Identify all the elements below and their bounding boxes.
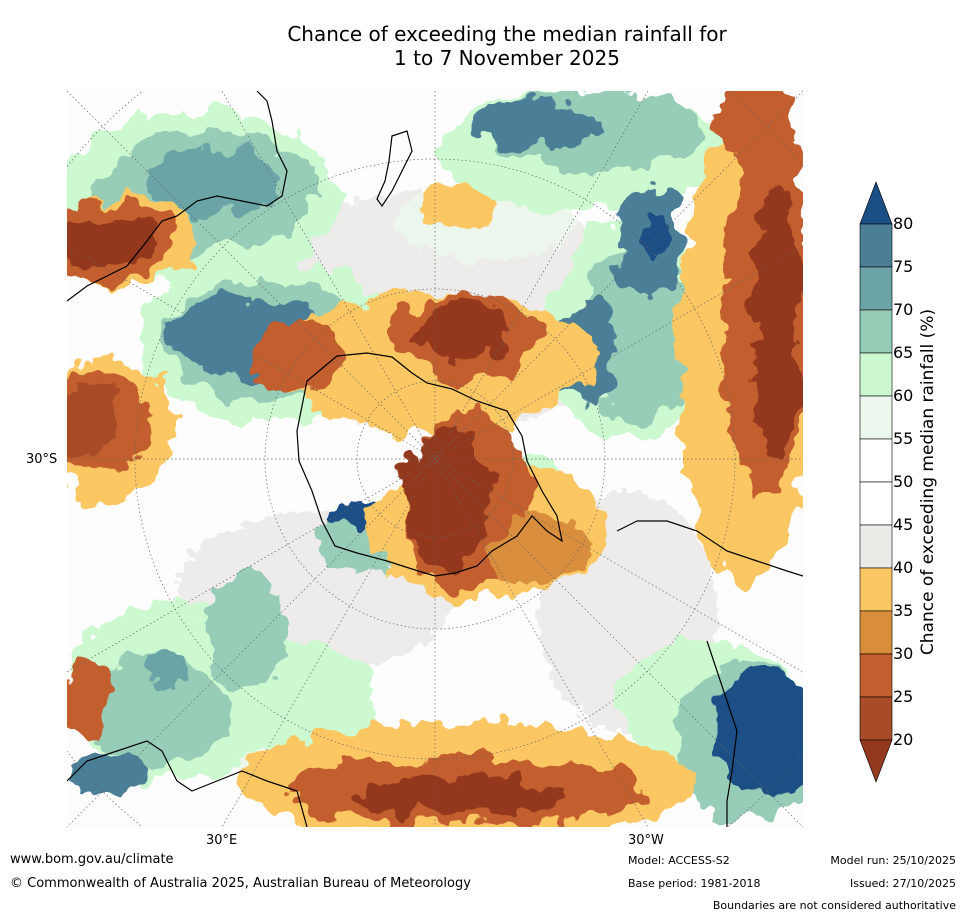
- south-america-coastline: [616, 520, 803, 577]
- colorbar-tick-label: 55: [893, 429, 914, 448]
- title-line-2: 1 to 7 November 2025: [394, 46, 620, 70]
- map-title: Chance of exceeding the median rainfall …: [0, 22, 965, 70]
- australia-coastline: [67, 91, 288, 302]
- colorbar-title: Chance of exceeding median rainfall (%): [918, 308, 938, 656]
- colorbar-tick-label: 65: [893, 343, 914, 362]
- colorbar-tick-label: 75: [893, 257, 914, 276]
- lon-label-30w: 30°W: [628, 833, 664, 848]
- colorbar-band-55-60: [859, 395, 893, 440]
- colorbar: [859, 181, 893, 783]
- new-zealand-coastline: [376, 130, 413, 208]
- map-canvas: [67, 91, 803, 827]
- colorbar-band-50-55: [859, 438, 893, 483]
- lat-label-30s: 30°S: [26, 452, 58, 467]
- website-link[interactable]: www.bom.gov.au/climate: [10, 852, 174, 867]
- colorbar-band-60-65: [859, 352, 893, 397]
- colorbar-band-35-40: [859, 567, 893, 612]
- colorbar-band-20-25: [859, 696, 893, 741]
- colorbar-band-70-75: [859, 266, 893, 311]
- colorbar-tick-label: 35: [893, 601, 914, 620]
- colorbar-extend-low: [859, 739, 893, 783]
- model-run-date: Model run: 25/10/2025: [830, 854, 956, 867]
- base-period: Base period: 1981-2018: [628, 877, 761, 890]
- colorbar-tick-label: 30: [893, 644, 914, 663]
- colorbar-band-65-70: [859, 309, 893, 354]
- colorbar-tick-label: 25: [893, 687, 914, 706]
- lon-label-30e: 30°E: [206, 833, 238, 848]
- colorbar-extend-high: [859, 181, 893, 225]
- south-america-east-coastline: [706, 640, 738, 827]
- rainfall-probability-map[interactable]: [67, 91, 803, 827]
- colorbar-tick-label: 70: [893, 300, 914, 319]
- issued-date: Issued: 27/10/2025: [849, 877, 956, 890]
- colorbar-tick-label: 40: [893, 558, 914, 577]
- colorbar-band-40-45: [859, 524, 893, 569]
- dark-brown-regions: [67, 181, 802, 816]
- colorbar-tick-label: 50: [893, 472, 914, 491]
- africa-coastline: [67, 740, 308, 827]
- graticule: [67, 91, 803, 827]
- colorbar-band-25-30: [859, 653, 893, 698]
- model-name: Model: ACCESS-S2: [628, 854, 730, 867]
- colorbar-tick-label: 45: [893, 515, 914, 534]
- coastlines: [67, 91, 803, 827]
- title-line-1: Chance of exceeding the median rainfall …: [287, 22, 727, 46]
- colorbar-band-45-50: [859, 481, 893, 526]
- copyright-text: © Commonwealth of Australia 2025, Austra…: [10, 876, 471, 891]
- antarctica-coastline: [296, 352, 563, 577]
- colorbar-band-30-35: [859, 610, 893, 655]
- colorbar-tick-label: 80: [893, 214, 914, 233]
- boundaries-disclaimer: Boundaries are not considered authoritat…: [712, 899, 956, 912]
- colorbar-tick-label: 20: [893, 730, 914, 749]
- colorbar-band-75-80: [859, 223, 893, 268]
- colorbar-tick-label: 60: [893, 386, 914, 405]
